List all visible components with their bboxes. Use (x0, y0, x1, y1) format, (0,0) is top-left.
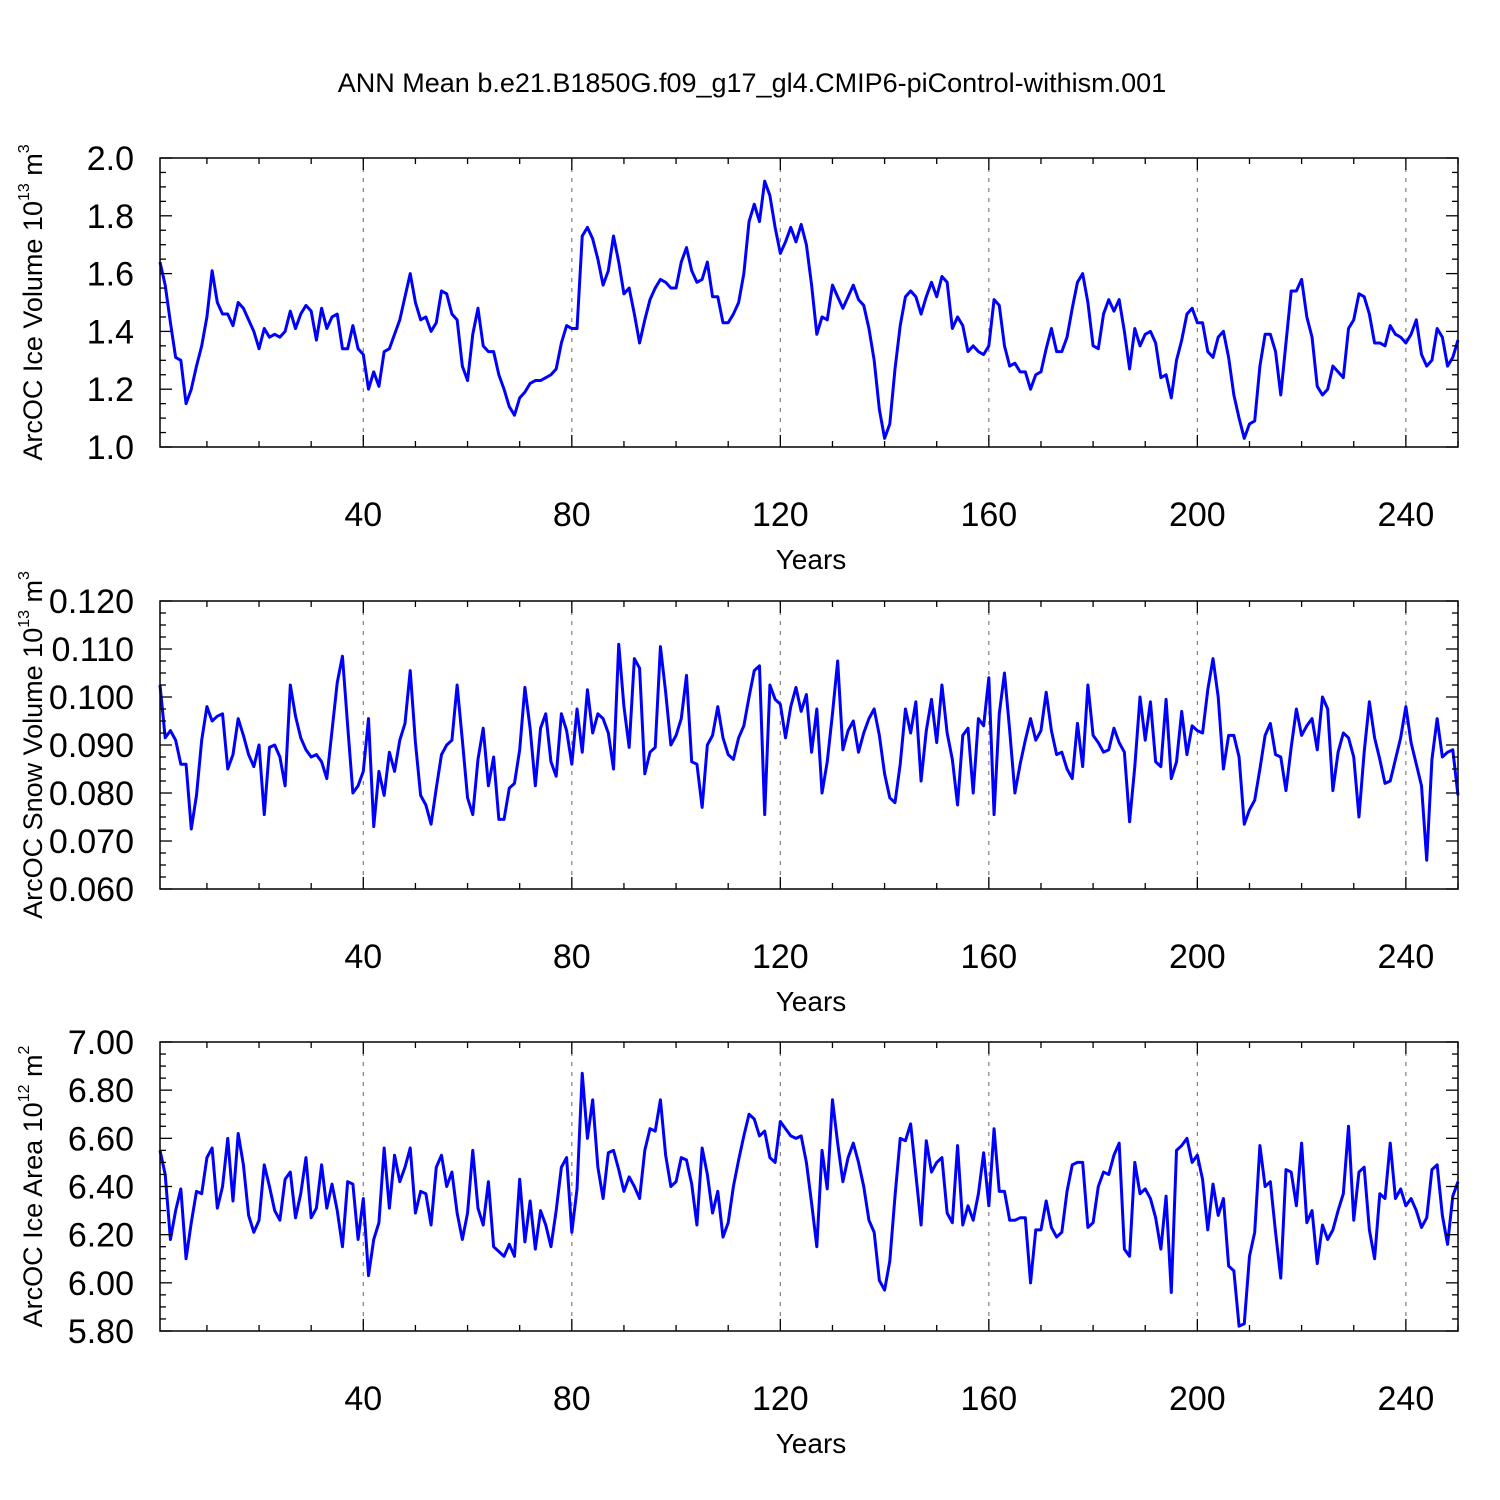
y-axis-label: ArcOC Snow Volume 1013 m3 (16, 571, 48, 919)
y-tick-label: 1.6 (87, 256, 134, 294)
x-tick-label: 240 (1378, 938, 1435, 976)
y-tick-label: 6.40 (68, 1169, 134, 1207)
x-tick-label: 160 (960, 496, 1017, 534)
x-axis-label: Years (776, 544, 847, 575)
x-tick-labels: 40 80 120 160 200 240 (344, 496, 1434, 534)
x-axis-label: Years (776, 1428, 847, 1459)
ice-area-line (158, 1071, 1460, 1328)
y-tick-label: 0.110 (51, 631, 134, 669)
y-tick-label: 1.8 (87, 198, 134, 236)
snow-volume-line (158, 642, 1460, 862)
x-tick-label: 160 (960, 1380, 1017, 1418)
x-tick-label: 200 (1169, 496, 1226, 534)
tick-marks (160, 600, 1459, 890)
x-gridlines (362, 601, 1407, 889)
tick-marks (160, 157, 1459, 448)
x-tick-label: 40 (344, 496, 382, 534)
x-tick-label: 240 (1378, 1380, 1435, 1418)
y-tick-label: 0.100 (49, 679, 134, 717)
panel-snow-volume: 0.060 0.070 0.080 0.090 0.100 0.110 0.120 40 80… (16, 571, 1460, 1017)
y-tick-label: 0.070 (49, 823, 134, 861)
y-tick-label: 7.00 (68, 1024, 134, 1062)
x-tick-label: 80 (553, 1380, 591, 1418)
y-tick-label: 1.4 (87, 313, 134, 351)
y-tick-label: 6.80 (68, 1072, 134, 1110)
x-tick-label: 40 (344, 1380, 382, 1418)
tick-marks (160, 1041, 1459, 1332)
y-tick-label: 0.120 (49, 583, 134, 621)
y-axis-label: ArcOC Ice Volume 1013 m3 (16, 144, 48, 460)
x-tick-label: 120 (752, 938, 809, 976)
x-gridlines (362, 158, 1407, 447)
y-tick-labels: 5.80 6.00 6.20 6.40 6.60 6.80 7.00 (68, 1024, 134, 1351)
x-gridlines (362, 1042, 1407, 1331)
x-tick-label: 120 (752, 496, 809, 534)
y-tick-label: 1.2 (87, 371, 134, 409)
y-tick-label: 6.00 (68, 1265, 134, 1303)
figure-title: ANN Mean b.e21.B1850G.f09_g17_gl4.CMIP6-… (338, 68, 1166, 98)
y-tick-labels: 0.060 0.070 0.080 0.090 0.100 0.110 0.120 (49, 583, 134, 909)
ice-volume-line (158, 179, 1460, 440)
x-tick-label: 80 (553, 496, 591, 534)
y-axis-label: ArcOC Ice Area 1012 m2 (16, 1046, 48, 1328)
plot-frame (159, 157, 1459, 448)
y-tick-label: 6.60 (68, 1120, 134, 1158)
x-axis-label: Years (776, 986, 847, 1017)
y-tick-label: 0.080 (49, 775, 134, 813)
x-tick-label: 160 (960, 938, 1017, 976)
x-tick-label: 120 (752, 1380, 809, 1418)
y-tick-label: 0.090 (49, 727, 134, 765)
y-tick-label: 1.0 (87, 429, 134, 467)
x-tick-label: 200 (1169, 1380, 1226, 1418)
x-tick-label: 80 (553, 938, 591, 976)
panel-ice-area: 5.80 6.00 6.20 6.40 6.60 6.80 7.00 40 80 120 160 2… (16, 1024, 1460, 1459)
y-tick-label: 2.0 (87, 140, 134, 178)
y-tick-label: 6.20 (68, 1217, 134, 1255)
y-tick-label: 5.80 (68, 1313, 134, 1351)
x-tick-labels: 40 80 120 160 200 240 (344, 938, 1434, 976)
y-tick-labels: 1.0 1.2 1.4 1.6 1.8 2.0 (87, 140, 134, 467)
x-tick-label: 40 (344, 938, 382, 976)
y-tick-label: 0.060 (49, 871, 134, 909)
x-tick-label: 200 (1169, 938, 1226, 976)
x-tick-label: 240 (1378, 496, 1435, 534)
x-tick-labels: 40 80 120 160 200 240 (344, 1380, 1434, 1418)
panel-ice-volume: 1.0 1.2 1.4 1.6 1.8 2.0 40 80 120 160 200 240 Year… (16, 140, 1460, 575)
